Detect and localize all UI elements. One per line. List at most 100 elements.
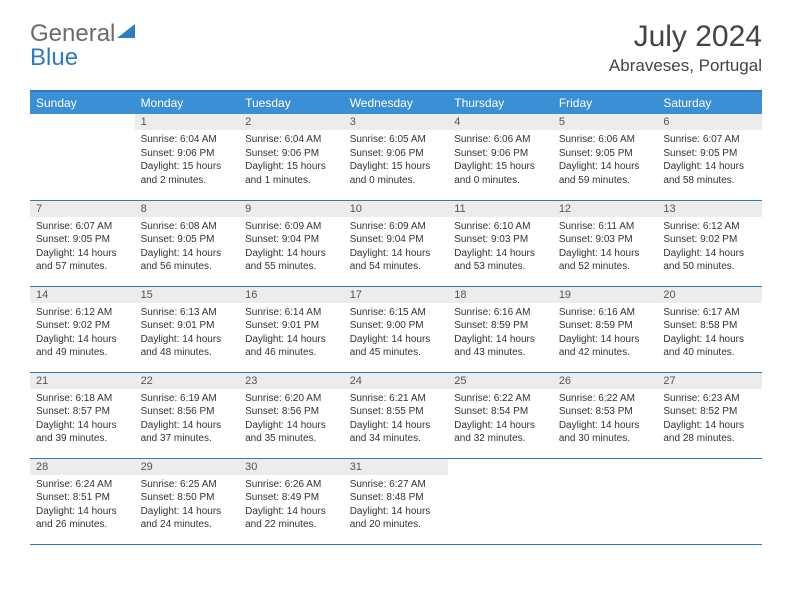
daylight-text: Daylight: 14 hours and 55 minutes. <box>245 247 338 274</box>
sunset-text: Sunset: 9:04 PM <box>350 233 443 247</box>
daylight-text: Daylight: 15 hours and 0 minutes. <box>350 160 443 187</box>
sunrise-text: Sunrise: 6:19 AM <box>141 392 234 406</box>
calendar-day-cell: 29Sunrise: 6:25 AMSunset: 8:50 PMDayligh… <box>135 458 240 544</box>
weekday-header-row: Sunday Monday Tuesday Wednesday Thursday… <box>30 91 762 114</box>
day-number: 26 <box>553 373 658 389</box>
calendar-day-cell <box>448 458 553 544</box>
day-number: 1 <box>135 114 240 130</box>
sunrise-text: Sunrise: 6:06 AM <box>559 133 652 147</box>
daylight-text: Daylight: 14 hours and 30 minutes. <box>559 419 652 446</box>
calendar-day-cell: 20Sunrise: 6:17 AMSunset: 8:58 PMDayligh… <box>657 286 762 372</box>
sunset-text: Sunset: 8:49 PM <box>245 491 338 505</box>
sunrise-text: Sunrise: 6:07 AM <box>663 133 756 147</box>
day-details: Sunrise: 6:14 AMSunset: 9:01 PMDaylight:… <box>239 303 344 364</box>
day-details: Sunrise: 6:10 AMSunset: 9:03 PMDaylight:… <box>448 217 553 278</box>
day-details: Sunrise: 6:12 AMSunset: 9:02 PMDaylight:… <box>657 217 762 278</box>
sunset-text: Sunset: 8:52 PM <box>663 405 756 419</box>
day-details: Sunrise: 6:19 AMSunset: 8:56 PMDaylight:… <box>135 389 240 450</box>
day-details: Sunrise: 6:08 AMSunset: 9:05 PMDaylight:… <box>135 217 240 278</box>
day-number: 2 <box>239 114 344 130</box>
day-details: Sunrise: 6:05 AMSunset: 9:06 PMDaylight:… <box>344 130 449 191</box>
sunset-text: Sunset: 9:04 PM <box>245 233 338 247</box>
day-number: 12 <box>553 201 658 217</box>
calendar-week-row: 28Sunrise: 6:24 AMSunset: 8:51 PMDayligh… <box>30 458 762 544</box>
day-details: Sunrise: 6:24 AMSunset: 8:51 PMDaylight:… <box>30 475 135 536</box>
day-number: 30 <box>239 459 344 475</box>
daylight-text: Daylight: 14 hours and 58 minutes. <box>663 160 756 187</box>
calendar-table: Sunday Monday Tuesday Wednesday Thursday… <box>30 90 762 545</box>
calendar-week-row: 1Sunrise: 6:04 AMSunset: 9:06 PMDaylight… <box>30 114 762 200</box>
calendar-day-cell: 8Sunrise: 6:08 AMSunset: 9:05 PMDaylight… <box>135 200 240 286</box>
calendar-day-cell: 4Sunrise: 6:06 AMSunset: 9:06 PMDaylight… <box>448 114 553 200</box>
sunset-text: Sunset: 8:59 PM <box>454 319 547 333</box>
sunrise-text: Sunrise: 6:17 AM <box>663 306 756 320</box>
sunrise-text: Sunrise: 6:12 AM <box>663 220 756 234</box>
logo-text-blue: Blue <box>30 44 78 71</box>
calendar-day-cell: 6Sunrise: 6:07 AMSunset: 9:05 PMDaylight… <box>657 114 762 200</box>
calendar-day-cell: 24Sunrise: 6:21 AMSunset: 8:55 PMDayligh… <box>344 372 449 458</box>
calendar-day-cell: 1Sunrise: 6:04 AMSunset: 9:06 PMDaylight… <box>135 114 240 200</box>
calendar-day-cell: 27Sunrise: 6:23 AMSunset: 8:52 PMDayligh… <box>657 372 762 458</box>
sunset-text: Sunset: 9:00 PM <box>350 319 443 333</box>
calendar-day-cell: 15Sunrise: 6:13 AMSunset: 9:01 PMDayligh… <box>135 286 240 372</box>
sunset-text: Sunset: 8:51 PM <box>36 491 129 505</box>
day-details: Sunrise: 6:12 AMSunset: 9:02 PMDaylight:… <box>30 303 135 364</box>
calendar-day-cell: 17Sunrise: 6:15 AMSunset: 9:00 PMDayligh… <box>344 286 449 372</box>
daylight-text: Daylight: 14 hours and 34 minutes. <box>350 419 443 446</box>
sunset-text: Sunset: 9:01 PM <box>141 319 234 333</box>
sunset-text: Sunset: 9:06 PM <box>454 147 547 161</box>
sunrise-text: Sunrise: 6:13 AM <box>141 306 234 320</box>
calendar-day-cell: 13Sunrise: 6:12 AMSunset: 9:02 PMDayligh… <box>657 200 762 286</box>
calendar-day-cell: 21Sunrise: 6:18 AMSunset: 8:57 PMDayligh… <box>30 372 135 458</box>
day-number: 13 <box>657 201 762 217</box>
calendar-day-cell: 3Sunrise: 6:05 AMSunset: 9:06 PMDaylight… <box>344 114 449 200</box>
day-number: 5 <box>553 114 658 130</box>
calendar-day-cell <box>657 458 762 544</box>
day-number: 6 <box>657 114 762 130</box>
daylight-text: Daylight: 14 hours and 45 minutes. <box>350 333 443 360</box>
weekday-header: Tuesday <box>239 91 344 114</box>
sunrise-text: Sunrise: 6:21 AM <box>350 392 443 406</box>
calendar-day-cell: 23Sunrise: 6:20 AMSunset: 8:56 PMDayligh… <box>239 372 344 458</box>
calendar-day-cell: 18Sunrise: 6:16 AMSunset: 8:59 PMDayligh… <box>448 286 553 372</box>
weekday-header: Monday <box>135 91 240 114</box>
day-details: Sunrise: 6:26 AMSunset: 8:49 PMDaylight:… <box>239 475 344 536</box>
day-details: Sunrise: 6:17 AMSunset: 8:58 PMDaylight:… <box>657 303 762 364</box>
daylight-text: Daylight: 15 hours and 2 minutes. <box>141 160 234 187</box>
sunset-text: Sunset: 9:05 PM <box>36 233 129 247</box>
day-details: Sunrise: 6:07 AMSunset: 9:05 PMDaylight:… <box>30 217 135 278</box>
day-number: 16 <box>239 287 344 303</box>
sunrise-text: Sunrise: 6:14 AM <box>245 306 338 320</box>
day-details: Sunrise: 6:22 AMSunset: 8:53 PMDaylight:… <box>553 389 658 450</box>
sunset-text: Sunset: 9:01 PM <box>245 319 338 333</box>
calendar-day-cell: 26Sunrise: 6:22 AMSunset: 8:53 PMDayligh… <box>553 372 658 458</box>
day-details: Sunrise: 6:21 AMSunset: 8:55 PMDaylight:… <box>344 389 449 450</box>
daylight-text: Daylight: 14 hours and 26 minutes. <box>36 505 129 532</box>
day-number: 8 <box>135 201 240 217</box>
daylight-text: Daylight: 14 hours and 52 minutes. <box>559 247 652 274</box>
weekday-header: Thursday <box>448 91 553 114</box>
sunset-text: Sunset: 9:03 PM <box>454 233 547 247</box>
sunset-text: Sunset: 8:53 PM <box>559 405 652 419</box>
sunrise-text: Sunrise: 6:26 AM <box>245 478 338 492</box>
sunrise-text: Sunrise: 6:05 AM <box>350 133 443 147</box>
day-number: 3 <box>344 114 449 130</box>
sunrise-text: Sunrise: 6:07 AM <box>36 220 129 234</box>
sunset-text: Sunset: 9:03 PM <box>559 233 652 247</box>
calendar-day-cell: 25Sunrise: 6:22 AMSunset: 8:54 PMDayligh… <box>448 372 553 458</box>
day-number: 20 <box>657 287 762 303</box>
day-details: Sunrise: 6:25 AMSunset: 8:50 PMDaylight:… <box>135 475 240 536</box>
calendar-week-row: 21Sunrise: 6:18 AMSunset: 8:57 PMDayligh… <box>30 372 762 458</box>
weekday-header: Wednesday <box>344 91 449 114</box>
day-details: Sunrise: 6:15 AMSunset: 9:00 PMDaylight:… <box>344 303 449 364</box>
calendar-day-cell: 12Sunrise: 6:11 AMSunset: 9:03 PMDayligh… <box>553 200 658 286</box>
sunrise-text: Sunrise: 6:06 AM <box>454 133 547 147</box>
day-number: 10 <box>344 201 449 217</box>
day-number: 7 <box>30 201 135 217</box>
day-number: 27 <box>657 373 762 389</box>
day-number: 9 <box>239 201 344 217</box>
day-details: Sunrise: 6:11 AMSunset: 9:03 PMDaylight:… <box>553 217 658 278</box>
day-number: 23 <box>239 373 344 389</box>
day-number: 31 <box>344 459 449 475</box>
weekday-header: Friday <box>553 91 658 114</box>
